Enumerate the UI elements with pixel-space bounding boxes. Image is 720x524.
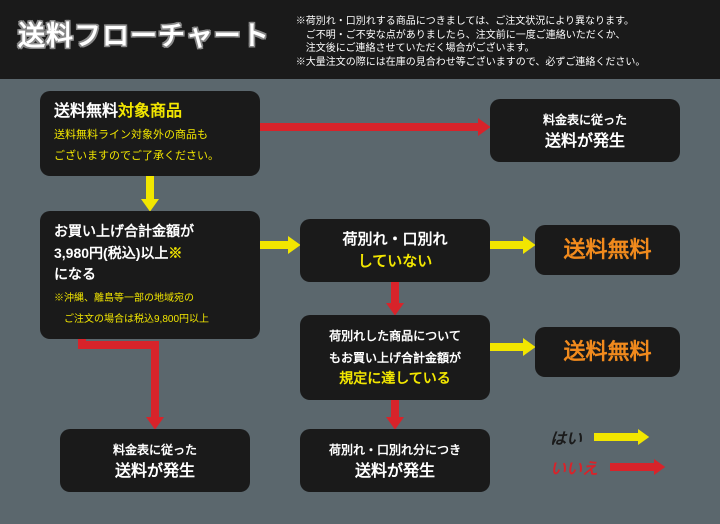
legend-no-label: いいえ bbox=[550, 455, 598, 479]
node-line: 送料無料 bbox=[549, 337, 666, 367]
header-note-line: ご不明・ご不安な点がありましたら、注文前に一度ご連絡いただくか、 bbox=[296, 29, 646, 43]
text-run: もお買い上げ合計金額が bbox=[329, 351, 461, 365]
text-run: していない bbox=[358, 253, 433, 270]
header: 送料フローチャート ※荷別れ・口別れする商品につきましては、ご注文状況により異な… bbox=[0, 0, 720, 79]
legend-yes-label: はい bbox=[550, 425, 582, 449]
text-run: ございますのでご了承ください。 bbox=[54, 150, 219, 162]
flow-node-n3: 荷別れ・口別れしていない bbox=[300, 219, 490, 282]
node-line: 荷別れした商品について bbox=[314, 325, 476, 347]
legend-yes-arrow bbox=[592, 428, 652, 446]
flow-node-n4no: 荷別れ・口別れ分につき送料が発生 bbox=[300, 429, 490, 492]
node-line: 送料無料 bbox=[549, 235, 666, 265]
node-line: になる bbox=[54, 264, 246, 286]
node-line: ご注文の場合は税込9,800円以上 bbox=[54, 307, 246, 329]
node-line: 送料が発生 bbox=[74, 461, 236, 483]
flow-node-n1r: 料金表に従った送料が発生 bbox=[490, 99, 680, 162]
text-run: 送料が発生 bbox=[355, 463, 435, 480]
node-line: お買い上げ合計金額が bbox=[54, 221, 246, 243]
legend: はい いいえ bbox=[550, 425, 668, 485]
text-run: になる bbox=[54, 266, 96, 282]
node-line: もお買い上げ合計金額が bbox=[314, 347, 476, 369]
node-line: 送料が発生 bbox=[314, 461, 476, 483]
legend-no-arrow bbox=[608, 458, 668, 476]
header-notes: ※荷別れ・口別れする商品につきましては、ご注文状況により異なります。 ご不明・ご… bbox=[296, 14, 646, 69]
text-run: 荷別れ・口別れ分につき bbox=[329, 443, 461, 457]
text-run: 規定に達している bbox=[339, 370, 451, 386]
flow-node-n4r: 送料無料 bbox=[535, 327, 680, 377]
text-run: 荷別れ・口別れ bbox=[342, 231, 447, 248]
flow-node-n3r: 送料無料 bbox=[535, 225, 680, 275]
text-run: ※ bbox=[168, 245, 182, 261]
node-line: ございますのでご了承ください。 bbox=[54, 144, 246, 166]
text-run: 料金表に従った bbox=[543, 113, 627, 127]
text-run: 対象商品 bbox=[118, 103, 182, 120]
flow-node-n4: 荷別れした商品についてもお買い上げ合計金額が規定に達している bbox=[300, 315, 490, 400]
text-run: 料金表に従った bbox=[113, 443, 197, 457]
text-run: ※沖縄、離島等一部の地域宛の bbox=[54, 293, 194, 304]
header-note-line: 注文後にご連絡させていただく場合がございます。 bbox=[296, 42, 646, 56]
flow-node-n2no: 料金表に従った送料が発生 bbox=[60, 429, 250, 492]
node-line: ※沖縄、離島等一部の地域宛の bbox=[54, 286, 246, 308]
text-run: 送料無料 bbox=[563, 237, 651, 262]
text-run: お買い上げ合計金額が bbox=[54, 223, 194, 239]
text-run: 荷別れした商品について bbox=[329, 329, 461, 343]
node-line: 規定に達している bbox=[314, 368, 476, 390]
node-line: 料金表に従った bbox=[504, 109, 666, 131]
node-line: 3,980円(税込)以上※ bbox=[54, 243, 246, 265]
header-note-line: ※荷別れ・口別れする商品につきましては、ご注文状況により異なります。 bbox=[296, 15, 646, 29]
node-line: 料金表に従った bbox=[74, 439, 236, 461]
node-line: 送料無料対象商品 bbox=[54, 101, 246, 123]
text-run: 送料無料 bbox=[563, 339, 651, 364]
text-run: ご注文の場合は税込9,800円以上 bbox=[54, 314, 209, 325]
text-run: 送料無料 bbox=[54, 103, 118, 120]
text-run: 送料が発生 bbox=[545, 133, 625, 150]
flow-node-n1: 送料無料対象商品送料無料ライン対象外の商品もございますのでご了承ください。 bbox=[40, 91, 260, 176]
text-run: 3,980円(税込)以上 bbox=[54, 245, 168, 261]
text-run: 送料無料ライン対象外の商品も bbox=[54, 129, 208, 141]
node-line: していない bbox=[314, 251, 476, 273]
page-title: 送料フローチャート bbox=[18, 14, 270, 53]
legend-no-row: いいえ bbox=[550, 455, 668, 479]
node-line: 送料無料ライン対象外の商品も bbox=[54, 123, 246, 145]
flow-node-n2: お買い上げ合計金額が3,980円(税込)以上※になる※沖縄、離島等一部の地域宛の… bbox=[40, 211, 260, 339]
flowchart-canvas: はい いいえ 送料無料対象商品送料無料ライン対象外の商品もございますのでご了承く… bbox=[0, 79, 720, 524]
node-line: 荷別れ・口別れ bbox=[314, 229, 476, 251]
header-note-line: ※大量注文の際には在庫の見合わせ等ございますので、必ずご連絡ください。 bbox=[296, 56, 646, 70]
node-line: 送料が発生 bbox=[504, 131, 666, 153]
legend-yes-row: はい bbox=[550, 425, 668, 449]
node-line: 荷別れ・口別れ分につき bbox=[314, 439, 476, 461]
text-run: 送料が発生 bbox=[115, 463, 195, 480]
